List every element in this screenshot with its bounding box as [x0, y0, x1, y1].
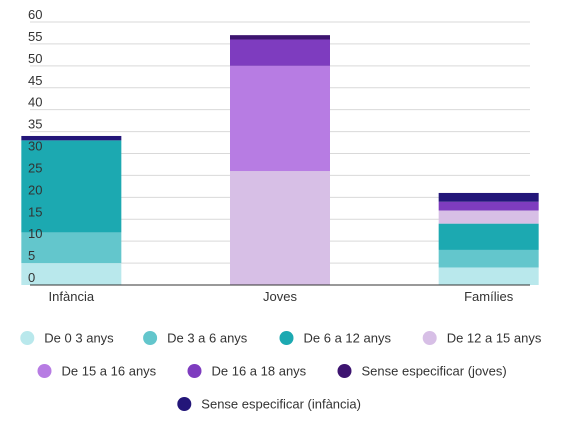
legend-label: De 15 a 16 anys [62, 364, 157, 379]
y-tick-labels: 0 5 10 15 20 25 30 35 40 45 50 55 60 [28, 7, 42, 285]
y-tick-label: 45 [28, 73, 42, 88]
legend-swatch [279, 331, 294, 345]
legend-swatch [143, 331, 158, 345]
bar-segment [230, 65, 330, 172]
y-tick-label: 50 [28, 51, 42, 66]
y-tick-label: 55 [28, 29, 42, 44]
y-tick-label: 20 [28, 182, 42, 197]
legend: De 0 3 anys De 3 a 6 anys De 6 a 12 anys De… [20, 331, 542, 412]
bar-segment [438, 201, 539, 211]
x-tick-label: Famílies [464, 289, 514, 304]
bar-segment [230, 39, 330, 66]
bar-segment [21, 140, 122, 233]
y-tick-label: 15 [28, 204, 42, 219]
y-tick-label: 10 [28, 226, 42, 241]
legend-label: Sense especificar (joves) [362, 364, 507, 379]
bar-segment [21, 135, 122, 141]
y-tick-label: 30 [28, 139, 42, 154]
bar-segment [438, 223, 539, 250]
y-tick-label: 0 [28, 270, 35, 285]
legend-label: De 3 a 6 anys [167, 331, 248, 346]
bar-segment [230, 35, 330, 40]
legend-swatch [187, 364, 202, 378]
x-tick-label: Infància [49, 289, 95, 304]
legend-swatch [20, 331, 35, 345]
legend-swatch [37, 364, 52, 378]
y-tick-label: 5 [28, 248, 35, 263]
y-tick-label: 40 [28, 95, 42, 110]
y-tick-label: 60 [28, 7, 42, 22]
bar-segment [230, 171, 330, 285]
legend-label: Sense especificar (infància) [201, 397, 361, 412]
bar-segment [21, 232, 122, 264]
x-tick-label: Joves [263, 289, 297, 304]
legend-swatch [422, 331, 437, 345]
legend-label: De 16 a 18 anys [212, 364, 307, 379]
legend-label: De 0 3 anys [44, 331, 114, 346]
bar-segment [438, 192, 539, 202]
y-tick-label: 35 [28, 117, 42, 132]
legend-swatch [337, 364, 352, 378]
legend-label: De 12 a 15 anys [447, 331, 542, 346]
bar-segment [438, 210, 539, 224]
bars [21, 35, 539, 285]
y-tick-label: 25 [28, 160, 42, 175]
bar-segment [438, 267, 539, 285]
bar-segment [438, 249, 539, 268]
legend-swatch [177, 397, 192, 411]
legend-label: De 6 a 12 anys [304, 331, 392, 346]
x-tick-labels: Infància Joves Famílies [49, 289, 514, 304]
bar-segment [21, 263, 122, 285]
